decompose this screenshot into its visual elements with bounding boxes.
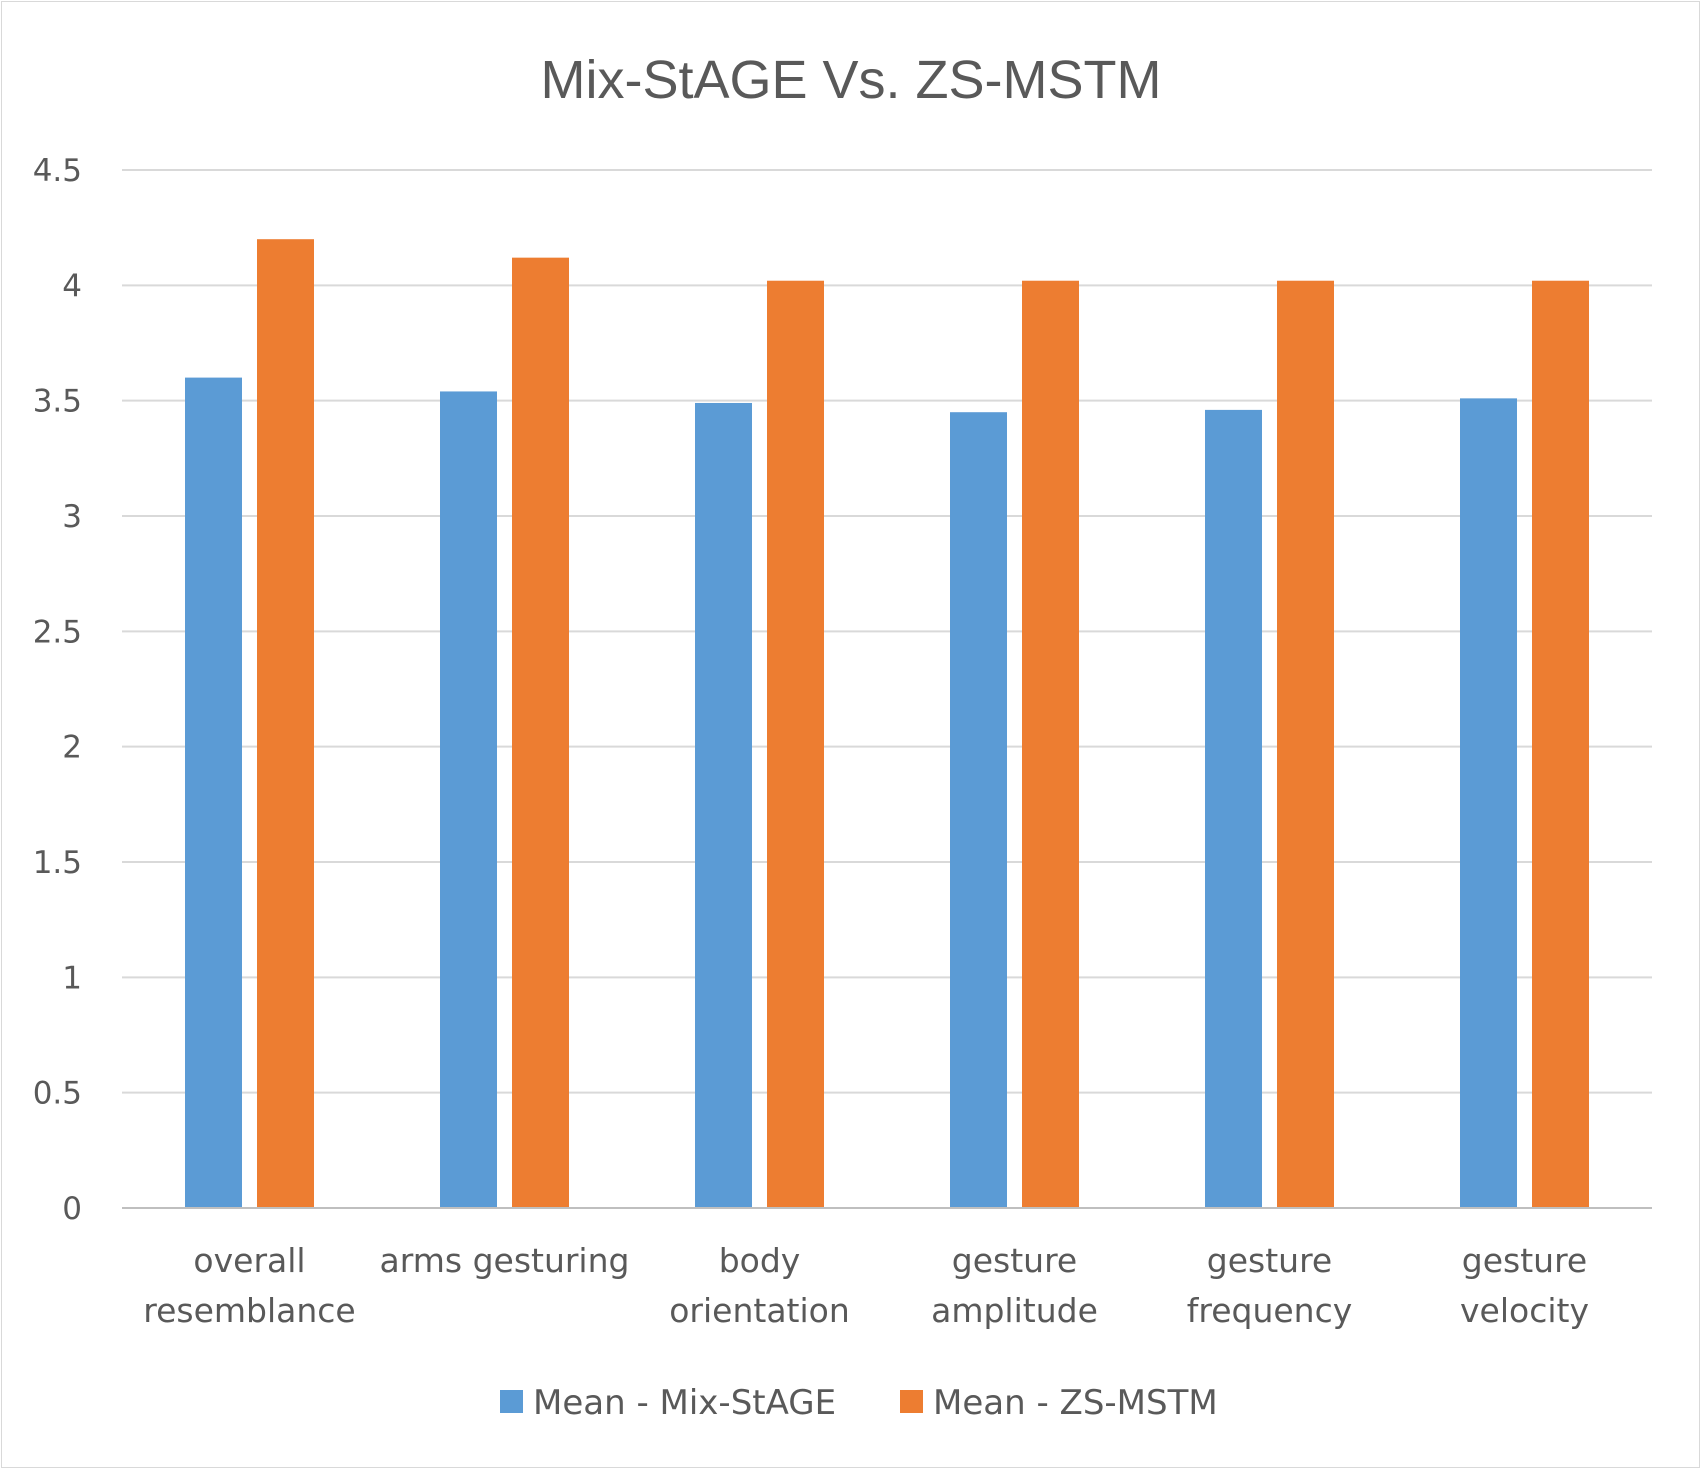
y-tick-label: 4.5 [33, 153, 82, 189]
bar-zs-mstm [1022, 280, 1079, 1209]
y-tick-label: 2 [62, 730, 82, 766]
legend-swatch [500, 1390, 523, 1413]
bar-mix-stage [185, 377, 242, 1209]
bar-zs-mstm [512, 257, 569, 1208]
x-axis-categories: overall resemblance arms gesturing body orie… [143, 1241, 1589, 1330]
y-tick-label: 3 [62, 499, 82, 535]
y-tick-label: 1.5 [33, 845, 82, 881]
bar-mix-stage [1460, 398, 1517, 1208]
x-category-label: orientation [669, 1291, 850, 1330]
y-tick-label: 4 [62, 268, 82, 304]
x-category-label: arms gesturing [380, 1241, 630, 1280]
legend-swatch [900, 1390, 923, 1413]
bar-mix-stage [695, 402, 752, 1208]
legend: Mean - Mix-StAGE Mean - ZS-MSTM [500, 1383, 1218, 1423]
x-category-label: velocity [1460, 1291, 1589, 1330]
x-category-label: gesture [1207, 1241, 1332, 1280]
bar-zs-mstm [1532, 280, 1589, 1209]
x-category-label: resemblance [143, 1291, 356, 1330]
x-category-label: overall [193, 1241, 305, 1280]
x-category-label: gesture [952, 1241, 1077, 1280]
x-category-label: frequency [1187, 1291, 1353, 1330]
y-tick-label: 1 [62, 960, 82, 996]
bar-zs-mstm [767, 280, 824, 1209]
bars [185, 239, 1589, 1209]
bar-zs-mstm [1277, 280, 1334, 1209]
y-tick-label: 2.5 [33, 614, 82, 650]
y-tick-label: 3.5 [33, 384, 82, 420]
chart-title: Mix-StAGE Vs. ZS-MSTM [541, 50, 1162, 110]
legend-label: Mean - ZS-MSTM [933, 1383, 1218, 1423]
bar-zs-mstm [257, 239, 314, 1208]
y-tick-label: 0.5 [33, 1076, 82, 1112]
gridlines [122, 169, 1652, 1094]
legend-label: Mean - Mix-StAGE [533, 1383, 836, 1423]
x-category-label: gesture [1462, 1241, 1587, 1280]
y-axis-ticks: 0 0.5 1 1.5 2 2.5 3 3.5 4 4.5 [33, 153, 82, 1227]
bar-mix-stage [440, 391, 497, 1208]
x-category-label: amplitude [931, 1291, 1098, 1330]
y-tick-label: 0 [62, 1191, 82, 1227]
x-category-label: body [719, 1241, 801, 1280]
bar-mix-stage [1205, 409, 1262, 1209]
bar-mix-stage [950, 412, 1007, 1208]
